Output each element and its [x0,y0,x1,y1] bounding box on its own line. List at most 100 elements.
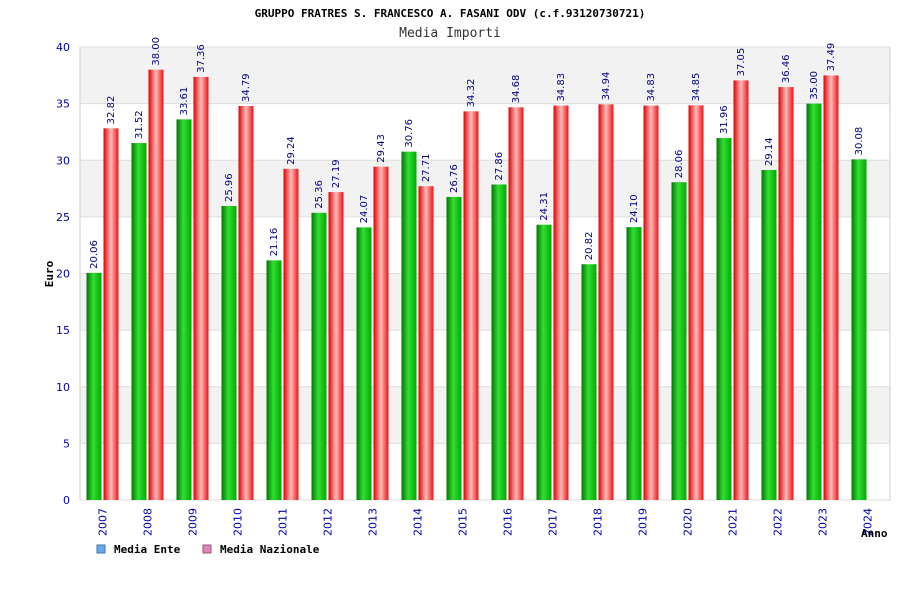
bar-media-nazionale-2011 [283,168,299,500]
y-axis-ticks: 0 5 10 15 20 25 30 35 40 [56,41,70,507]
bar-media-ente-2022 [761,169,777,500]
value-label-media-nazionale-2019: 34.83 [646,73,657,102]
value-label-media-ente-2009: 33.61 [179,87,190,116]
bar-media-ente-2023 [806,103,822,500]
value-label-media-ente-2014: 30.76 [404,119,415,148]
bar-media-ente-2024 [851,159,867,500]
value-label-media-ente-2019: 24.10 [629,194,640,223]
legend-label-media-ente: Media Ente [114,543,181,556]
legend-swatch-media-ente [96,544,106,554]
bar-media-nazionale-2018 [598,104,614,500]
legend-label-media-nazionale: Media Nazionale [220,543,320,556]
y-tick-label: 0 [63,494,70,507]
x-tick-label-2017: 2017 [547,508,560,536]
grid-band [80,330,890,387]
value-label-media-ente-2022: 29.14 [764,137,775,166]
bar-media-ente-2021 [716,138,732,501]
grid-band [80,273,890,331]
x-tick-label-2018: 2018 [592,508,605,536]
value-label-media-nazionale-2016: 34.68 [511,75,522,104]
x-tick-label-2023: 2023 [817,508,830,536]
grid-band [80,160,890,217]
x-tick-label-2008: 2008 [142,508,155,536]
y-axis-label: Euro [43,260,56,287]
value-label-media-ente-2010: 25.96 [224,173,235,202]
x-tick-label-2012: 2012 [322,508,335,536]
value-label-media-nazionale-2007: 32.82 [106,96,117,125]
y-tick-label: 30 [56,154,70,167]
value-label-media-ente-2012: 25.36 [314,180,325,209]
x-tick-label-2016: 2016 [502,508,515,536]
bar-media-nazionale-2014 [418,186,434,500]
value-label-media-nazionale-2013: 29.43 [376,134,387,163]
x-tick-label-2013: 2013 [367,508,380,536]
bar-media-nazionale-2019 [643,105,659,501]
grid-lines [80,46,890,501]
x-tick-label-2019: 2019 [637,508,650,536]
grid-band [80,443,890,500]
x-tick-label-2010: 2010 [232,508,245,536]
value-label-media-nazionale-2018: 34.94 [601,72,612,101]
x-tick-label-2022: 2022 [772,508,785,536]
value-label-media-nazionale-2010: 34.79 [241,73,252,102]
bar-media-nazionale-2007 [103,128,119,500]
bar-media-ente-2019 [626,227,642,500]
value-label-media-nazionale-2021: 37.05 [736,48,747,77]
x-tick-label-2020: 2020 [682,508,695,536]
value-label-media-ente-2013: 24.07 [359,195,370,224]
value-label-media-nazionale-2008: 38.00 [151,37,162,66]
x-tick-label-2015: 2015 [457,508,470,536]
value-label-media-nazionale-2022: 36.46 [781,54,792,83]
value-label-media-nazionale-2023: 37.49 [826,43,837,72]
bar-media-ente-2012 [311,212,327,500]
bar-media-nazionale-2009 [193,76,209,500]
bar-media-ente-2011 [266,260,282,500]
value-label-media-ente-2008: 31.52 [134,110,145,139]
value-label-media-nazionale-2014: 27.71 [421,154,432,183]
value-label-media-ente-2015: 26.76 [449,164,460,193]
bar-media-nazionale-2021 [733,80,749,500]
x-tick-label-2007: 2007 [97,508,110,536]
x-tick-label-2009: 2009 [187,508,200,536]
value-label-media-ente-2020: 28.06 [674,150,685,179]
legend: Media Ente Media Nazionale [96,543,320,556]
bar-media-nazionale-2012 [328,192,344,501]
bar-media-ente-2014 [401,151,417,500]
value-label-media-nazionale-2017: 34.83 [556,73,567,102]
y-tick-label: 10 [56,381,70,394]
x-tick-label-2014: 2014 [412,508,425,536]
bar-media-ente-2017 [536,224,552,500]
bar-media-ente-2010 [221,206,237,501]
bar-media-nazionale-2017 [553,105,569,501]
bar-media-nazionale-2016 [508,107,524,501]
value-label-media-ente-2023: 35.00 [809,71,820,100]
y-tick-label: 35 [56,98,70,111]
x-axis-ticks: 2007 2008 2009 2010 2011 2012 2013 2014 2015 2016… [97,508,875,536]
bar-media-ente-2016 [491,184,507,500]
grid-band [80,386,890,444]
chart-subtitle: Media Importi [399,26,501,41]
plot-background [79,46,891,501]
bar-media-nazionale-2008 [148,69,164,501]
value-label-media-ente-2007: 20.06 [89,240,100,269]
value-label-media-nazionale-2012: 27.19 [331,159,342,188]
value-label-media-nazionale-2009: 37.36 [196,44,207,73]
bars [86,69,867,501]
legend-swatch-media-nazionale [202,544,212,554]
bar-media-ente-2009 [176,119,192,500]
value-label-media-ente-2016: 27.86 [494,152,505,181]
value-label-media-nazionale-2020: 34.85 [691,73,702,102]
bar-media-nazionale-2020 [688,105,704,500]
bar-media-ente-2018 [581,264,597,500]
grid-band [80,47,890,104]
y-tick-label: 25 [56,211,70,224]
value-label-media-ente-2011: 21.16 [269,228,280,257]
bar-media-nazionale-2023 [823,75,839,500]
x-tick-label-2024: 2024 [862,508,875,536]
grid-band [80,216,890,274]
value-label-media-ente-2017: 24.31 [539,192,550,221]
bar-media-ente-2020 [671,182,687,500]
value-label-media-ente-2024: 30.08 [854,127,865,156]
value-labels: 20.06 32.82 31.52 38.00 33.61 37.36 25.96 34.79… [89,37,865,269]
